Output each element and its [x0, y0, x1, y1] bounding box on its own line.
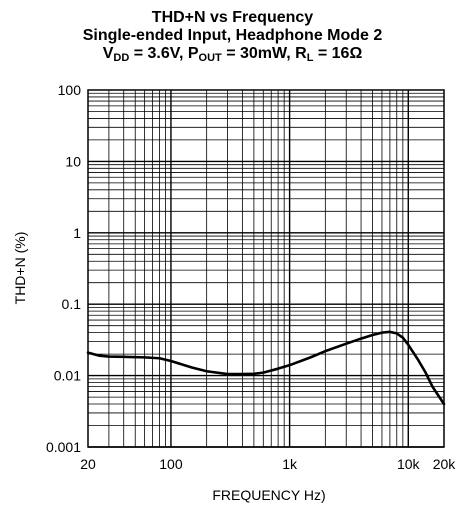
- rl-value: = 16Ω: [313, 45, 363, 62]
- y-tick-label: 1: [73, 225, 81, 241]
- x-tick-label: 10k: [397, 456, 421, 472]
- y-tick-labels: 100 10 1 0.1 0.01 0.001: [46, 82, 81, 455]
- y-tick-label: 100: [58, 82, 82, 98]
- rl-symbol: R: [295, 45, 307, 62]
- y-tick-label: 10: [65, 153, 81, 169]
- x-axis-label: FREQUENCY Hz): [212, 487, 325, 503]
- grid: [87, 90, 445, 448]
- y-tick-label: 0.1: [62, 296, 82, 312]
- x-tick-label: 100: [159, 456, 183, 472]
- rl-subscript: L: [306, 52, 314, 64]
- y-tick-label: 0.01: [54, 368, 81, 384]
- chart-title: THD+N vs Frequency: [151, 9, 314, 26]
- x-tick-label: 20: [80, 456, 96, 472]
- vdd-value: = 3.6V,: [129, 45, 188, 62]
- x-tick-label: 1k: [282, 456, 298, 472]
- vdd-symbol: V: [102, 45, 114, 62]
- pout-value: = 30mW,: [221, 45, 296, 62]
- y-axis-label: THD+N (%): [12, 232, 28, 305]
- thdn-series-line: [86, 330, 446, 406]
- pout-subscript: OUT: [198, 52, 222, 64]
- y-tick-label: 0.001: [46, 439, 81, 455]
- plot-frame: [87, 89, 445, 448]
- vdd-subscript: DD: [113, 52, 130, 64]
- series-group: [86, 330, 446, 406]
- x-tick-labels: 20 100 1k 10k 20k: [80, 456, 456, 472]
- chart-subtitle: Single-ended Input, Headphone Mode 2: [82, 27, 383, 44]
- x-tick-label: 20k: [433, 456, 457, 472]
- chart-conditions: VDD = 3.6V, POUT = 30mW, RL = 16Ω: [0, 45, 465, 64]
- pout-symbol: P: [187, 45, 199, 62]
